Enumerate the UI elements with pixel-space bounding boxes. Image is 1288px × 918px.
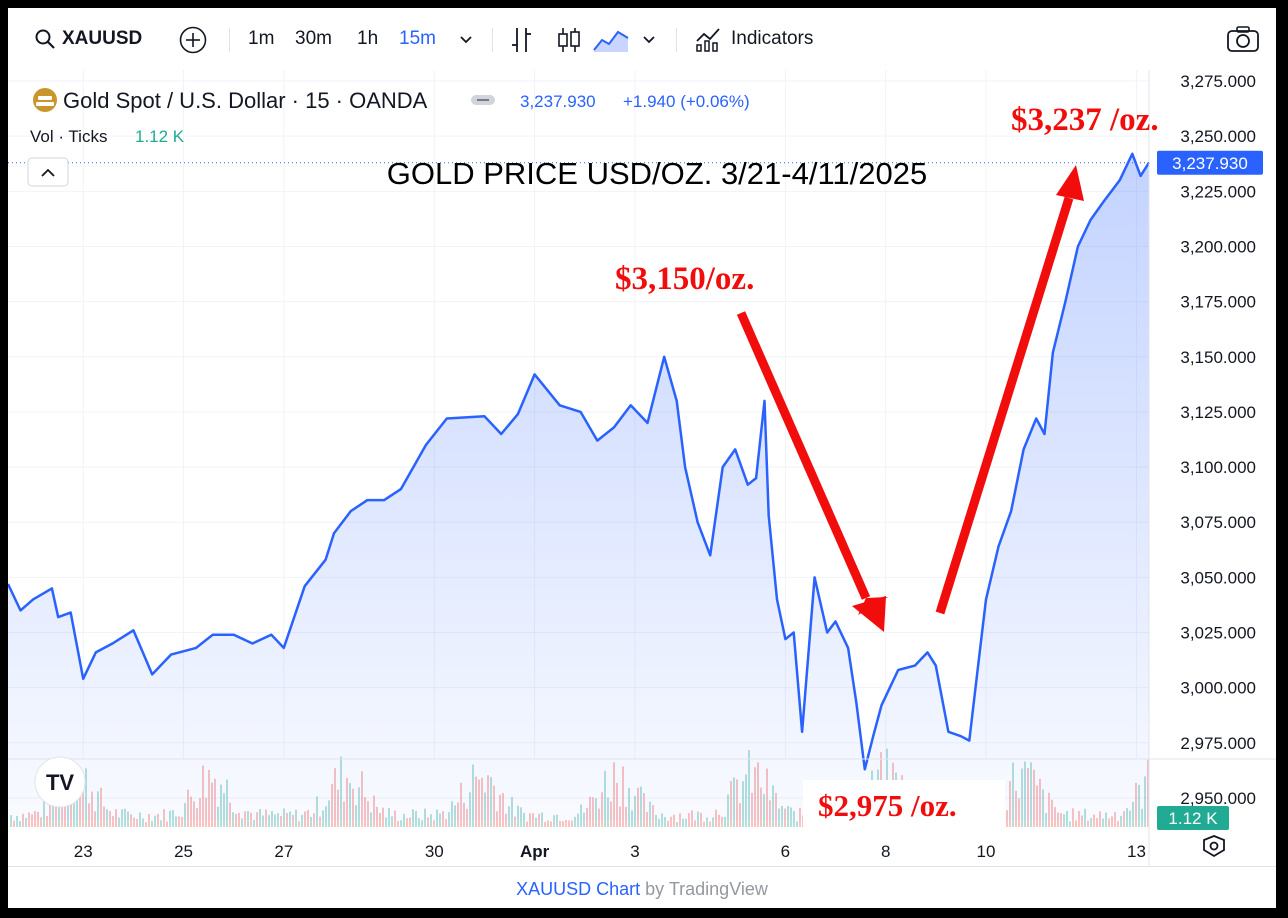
collapse-legend-button[interactable] — [27, 157, 69, 187]
volume-legend-label: Vol · Ticks — [30, 127, 107, 146]
legend-instrument: Gold Spot / U.S. Dollar · 15 · OANDA — [63, 88, 428, 113]
chevron-down-icon[interactable] — [459, 35, 473, 45]
y-tick-label: 3,200.000 — [1180, 237, 1256, 256]
annotation-start-price: $3,150/oz. — [615, 261, 754, 297]
area-chart-icon[interactable] — [592, 26, 630, 54]
svg-text:3,237.930: 3,237.930 — [1172, 154, 1248, 173]
indicators-button[interactable]: Indicators — [731, 28, 814, 49]
x-tick-label: 6 — [781, 842, 790, 861]
price-chart[interactable]: 23 25 27 30 Apr 3 6 8 10 13 2,950.000 2,975.000 3,0… — [6, 70, 1276, 866]
y-tick-label: 3,125.000 — [1180, 403, 1256, 422]
y-tick-label: 3,150.000 — [1180, 348, 1256, 367]
toolbar: XAUUSD 1m 30m 1h 15m Indicators — [8, 8, 1276, 70]
price-area — [8, 153, 1149, 821]
tradingview-logo[interactable] — [34, 756, 86, 808]
svg-text:1.12 K: 1.12 K — [1168, 809, 1218, 828]
svg-text:TV: TV — [46, 770, 74, 795]
x-tick-label: 3 — [630, 842, 639, 861]
x-tick-label: 10 — [977, 842, 996, 861]
y-tick-label: 3,050.000 — [1180, 568, 1256, 587]
search-icon[interactable] — [34, 28, 56, 50]
legend-price: 3,237.930 — [520, 92, 596, 111]
y-tick-label: 2,950.000 — [1180, 789, 1256, 808]
bars-icon[interactable] — [510, 25, 534, 55]
legend-change: +1.940 (+0.06%) — [623, 92, 750, 111]
settings-gear-icon[interactable] — [1203, 835, 1225, 858]
indicators-icon[interactable] — [694, 25, 722, 53]
y-tick-label: 3,025.000 — [1180, 624, 1256, 643]
interval-30m[interactable]: 30m — [295, 28, 332, 49]
footer-symbol-link[interactable]: XAUUSD Chart — [516, 879, 641, 899]
y-tick-label: 3,175.000 — [1180, 293, 1256, 312]
chart-title: GOLD PRICE USD/OZ. 3/21-4/11/2025 — [387, 156, 927, 191]
chevron-down-icon[interactable] — [642, 35, 656, 45]
symbol-search[interactable]: XAUUSD — [62, 28, 143, 49]
camera-icon[interactable] — [1226, 25, 1260, 53]
volume-badge — [1157, 806, 1229, 830]
y-tick-label: 2,975.000 — [1180, 734, 1256, 753]
interval-15m[interactable]: 15m — [399, 28, 436, 49]
chevron-up-icon — [41, 168, 55, 177]
x-tick-label: 27 — [274, 842, 293, 861]
footer: XAUUSD Chart by TradingView — [8, 866, 1276, 909]
interval-1h[interactable]: 1h — [357, 28, 379, 49]
y-tick-label: 3,225.000 — [1180, 182, 1256, 201]
y-axis: 2,950.000 2,975.000 3,000.000 3,025.000 3,05… — [1180, 72, 1256, 808]
y-tick-label: 3,000.000 — [1180, 679, 1256, 698]
y-tick-label: 3,250.000 — [1180, 127, 1256, 146]
chart-window: XAUUSD 1m 30m 1h 15m Indicators 23 25 27 30… — [6, 8, 1276, 909]
x-tick-label: 13 — [1127, 842, 1146, 861]
y-tick-label: 3,075.000 — [1180, 513, 1256, 532]
x-axis: 23 25 27 30 Apr 3 6 8 10 13 — [74, 842, 1146, 861]
x-tick-label: 30 — [425, 842, 444, 861]
arrow-up-head — [1056, 165, 1084, 201]
x-tick-label: 25 — [174, 842, 193, 861]
compare-add-icon[interactable] — [178, 25, 208, 55]
arrow-down-head — [852, 596, 886, 632]
x-tick-label: Apr — [520, 842, 550, 861]
footer-by-tradingview[interactable]: by TradingView — [645, 879, 768, 899]
annotation-arrows — [736, 165, 1084, 632]
x-tick-label: 8 — [881, 842, 890, 861]
x-tick-label: 23 — [74, 842, 93, 861]
annotation-low-price: $2,975 /oz. — [818, 788, 957, 823]
interval-1m[interactable]: 1m — [248, 28, 275, 49]
candles-icon[interactable] — [556, 25, 582, 55]
annotation-high-price: $3,237 /oz. — [1011, 102, 1159, 138]
y-tick-label: 3,275.000 — [1180, 72, 1256, 91]
volume-legend-value: 1.12 K — [135, 127, 185, 146]
price-line — [6, 152, 1151, 771]
y-tick-label: 3,100.000 — [1180, 458, 1256, 477]
last-price-badge — [1157, 150, 1263, 175]
